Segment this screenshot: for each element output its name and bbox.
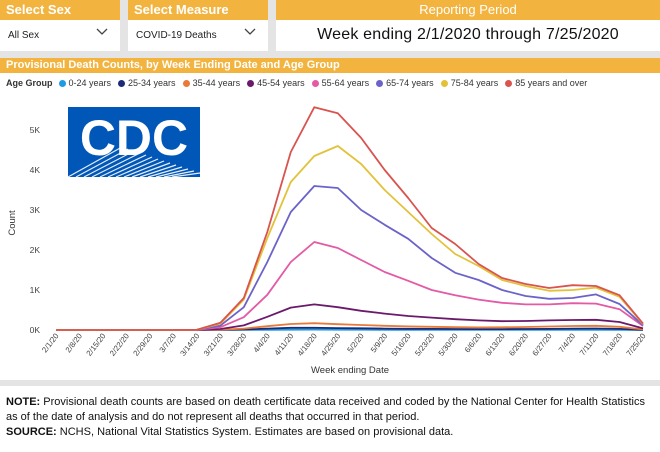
measure-slicer-value[interactable]: COVID-19 Deaths: [136, 30, 217, 41]
measure-slicer[interactable]: Select Measure COVID-19 Deaths: [128, 0, 268, 51]
legend-label: 35-44 years: [192, 78, 241, 88]
legend-item[interactable]: 45-54 years: [247, 78, 305, 88]
legend-marker: [247, 79, 255, 87]
legend-label: 55-64 years: [321, 78, 370, 88]
measure-slicer-label: Select Measure: [128, 0, 268, 20]
chart-title: Provisional Death Counts, by Week Ending…: [0, 58, 660, 73]
note-label: NOTE:: [6, 396, 41, 408]
legend-title: Age Group: [6, 78, 53, 88]
legend-marker: [376, 79, 384, 87]
legend-marker: [311, 79, 319, 87]
legend-marker: [440, 79, 448, 87]
legend-item[interactable]: 0-24 years: [58, 78, 112, 88]
sex-slicer-value[interactable]: All Sex: [8, 30, 40, 41]
legend-marker: [505, 79, 513, 87]
source-text: NCHS, National Vital Statistics System. …: [59, 426, 454, 438]
legend-item[interactable]: 85 years and over: [505, 78, 587, 88]
legend-marker: [118, 79, 126, 87]
chevron-down-icon[interactable]: [96, 28, 108, 36]
legend-label: 25-34 years: [128, 78, 176, 88]
legend-item[interactable]: 35-44 years: [182, 78, 241, 88]
chart-legend: Age Group 0-24 years 25-34 years 35-44 yea…: [6, 78, 594, 88]
legend-label: 75-84 years: [450, 78, 499, 88]
reporting-period-panel: Reporting Period Week ending 2/1/2020 th…: [276, 0, 660, 51]
legend-item[interactable]: 25-34 years: [118, 78, 176, 88]
reporting-period-label: Reporting Period: [276, 0, 660, 20]
legend-label: 65-74 years: [386, 78, 434, 88]
note-paragraph: NOTE: Provisional death counts are based…: [6, 395, 652, 425]
cdc-logo: CDC: [62, 103, 206, 181]
sex-slicer[interactable]: Select Sex All Sex: [0, 0, 120, 51]
legend-marker: [58, 79, 66, 87]
legend-label: 85 years and over: [515, 78, 588, 88]
legend-label: 0-24 years: [68, 78, 112, 88]
chevron-down-icon[interactable]: [244, 28, 256, 36]
sex-slicer-label: Select Sex: [0, 0, 120, 20]
reporting-period-value: Week ending 2/1/2020 through 7/25/2020: [317, 26, 619, 43]
source-label: SOURCE:: [6, 426, 57, 438]
legend-item[interactable]: 75-84 years: [440, 78, 499, 88]
legend-marker: [182, 79, 190, 87]
note-text: Provisional death counts are based on de…: [6, 396, 645, 423]
legend-label: 45-54 years: [257, 78, 305, 88]
cdc-logo-text: CDC: [80, 110, 188, 166]
legend-item[interactable]: 55-64 years: [311, 78, 370, 88]
note-box: NOTE: Provisional death counts are based…: [0, 386, 660, 452]
source-paragraph: SOURCE: NCHS, National Vital Statistics …: [6, 425, 652, 440]
legend-item[interactable]: 65-74 years: [376, 78, 434, 88]
